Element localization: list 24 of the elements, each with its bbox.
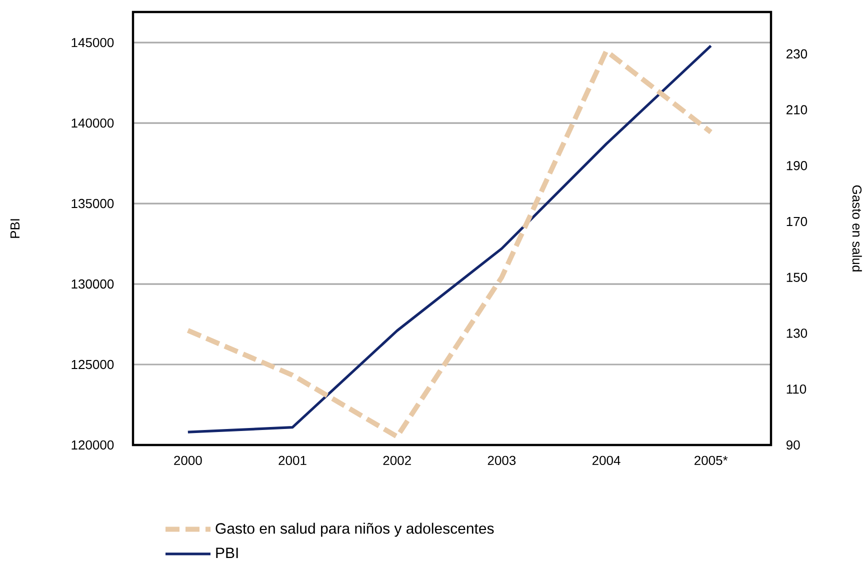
x-tick-label: 2003 (488, 456, 516, 466)
y-tick-label: 120000 (72, 440, 114, 450)
y2-tick-label: 110 (786, 384, 806, 394)
y2-axis-title: Gasto en salud (852, 185, 862, 272)
y2-tick-label: 190 (786, 161, 808, 170)
y-tick-label: 130000 (72, 279, 114, 289)
y2-tick-label: 150 (786, 272, 808, 282)
y-axis-title: PBI (10, 219, 20, 238)
y2-tick-label: 130 (786, 328, 808, 338)
legend-label: Gasto en salud para niños y adolescentes (216, 522, 494, 537)
x-tick-label: 2005* (694, 456, 728, 466)
x-tick-label: 2004 (592, 456, 620, 466)
y-tick-label: 125000 (72, 360, 114, 370)
y2-tick-label: 210 (786, 105, 808, 114)
y-tick-label: 145000 (72, 38, 114, 48)
x-tick-label: 2002 (383, 456, 411, 466)
legend-label: PBI (216, 548, 238, 558)
x-tick-label: 2000 (174, 456, 202, 466)
y2-tick-label: 230 (786, 49, 808, 58)
x-tick-label: 2001 (278, 456, 306, 466)
y-tick-label: 135000 (72, 198, 114, 208)
y2-tick-label: 170 (786, 216, 808, 226)
y-tick-label: 140000 (72, 118, 114, 128)
y2-tick-label: 90 (786, 440, 800, 450)
